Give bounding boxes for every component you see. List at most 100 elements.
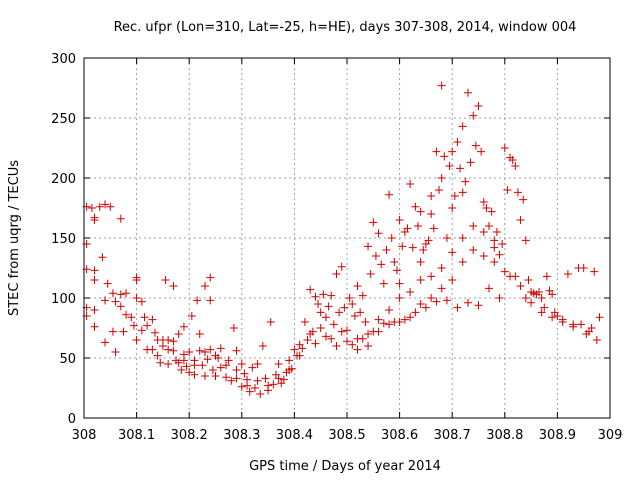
data-point [274,360,283,368]
data-point [222,361,231,370]
data-point [137,326,146,335]
x-tick-label: 308.4 [276,428,313,443]
data-point [461,177,470,186]
data-point [448,276,457,284]
data-point [316,308,325,317]
data-point [229,324,238,332]
data-point [487,207,496,216]
data-point [195,346,204,355]
data-point [385,320,394,329]
data-point [427,210,436,218]
data-point [482,204,491,212]
data-point [524,276,533,284]
data-point [403,224,412,233]
data-point [185,368,194,377]
data-point [269,380,278,389]
data-point [498,240,507,248]
data-point [392,266,401,275]
data-point [495,294,504,302]
data-point [485,222,494,230]
data-point [398,242,407,251]
data-point [516,282,525,290]
data-point [303,336,312,344]
data-point [437,284,446,293]
data-point [129,321,138,330]
y-tick-label: 250 [51,112,76,127]
data-point [495,250,504,259]
data-point [427,272,436,281]
data-point [364,242,373,251]
data-point [411,202,420,211]
data-point [448,147,457,156]
data-point [285,356,294,365]
data-point [253,360,262,368]
data-point [237,382,246,391]
data-point [474,102,483,110]
data-point [540,303,549,312]
data-point [416,207,425,216]
data-point [548,313,557,322]
data-point [469,246,478,254]
data-point [316,324,325,332]
data-point [158,342,167,350]
y-tick-labels: 0 50 100 150 200 250 300 [51,52,76,427]
data-point [101,296,110,305]
data-point [358,291,367,300]
data-point [185,348,194,356]
data-point [314,300,323,308]
x-tick-label: 308.7 [434,428,471,443]
y-tick-label: 200 [51,172,76,187]
data-point [382,246,391,254]
data-point [264,381,273,390]
data-point [90,216,99,224]
data-point [148,345,157,354]
data-point [111,297,120,306]
data-point [448,248,457,257]
data-point [458,258,467,266]
data-point [140,313,149,322]
data-point [101,200,110,209]
data-point [577,320,586,329]
data-point [513,188,522,197]
data-point [198,361,207,370]
data-point [463,298,472,307]
grid [84,58,610,418]
data-point [364,342,373,350]
data-point [211,372,220,380]
data-point [553,312,562,320]
data-point [340,303,349,312]
data-point [274,374,283,383]
y-tick-label: 0 [68,412,76,427]
data-point [387,234,396,242]
data-point [548,290,557,299]
data-point [327,291,336,300]
data-point [190,370,199,379]
data-point [485,284,494,293]
data-point [450,192,459,200]
data-point [256,390,265,398]
data-point [406,288,415,296]
data-point [366,270,375,278]
data-point [456,164,465,173]
data-point [153,351,162,360]
data-point [414,222,423,230]
data-point [374,315,383,324]
data-point [345,294,354,302]
data-point [103,279,112,288]
data-point [490,236,499,245]
y-tick-label: 300 [51,52,76,67]
data-point [490,243,499,252]
data-point [474,301,483,310]
data-point [101,338,110,347]
data-point [169,282,178,290]
data-point [337,327,346,336]
data-point [216,363,225,372]
data-point [311,292,320,301]
chart-title: Rec. ufpr (Lon=310, Lat=-25, h=HE), days… [114,20,577,35]
data-point [116,214,125,223]
data-point [511,272,520,281]
data-point [321,332,330,341]
data-point [156,358,165,367]
data-point [206,345,215,354]
data-point [248,363,257,372]
